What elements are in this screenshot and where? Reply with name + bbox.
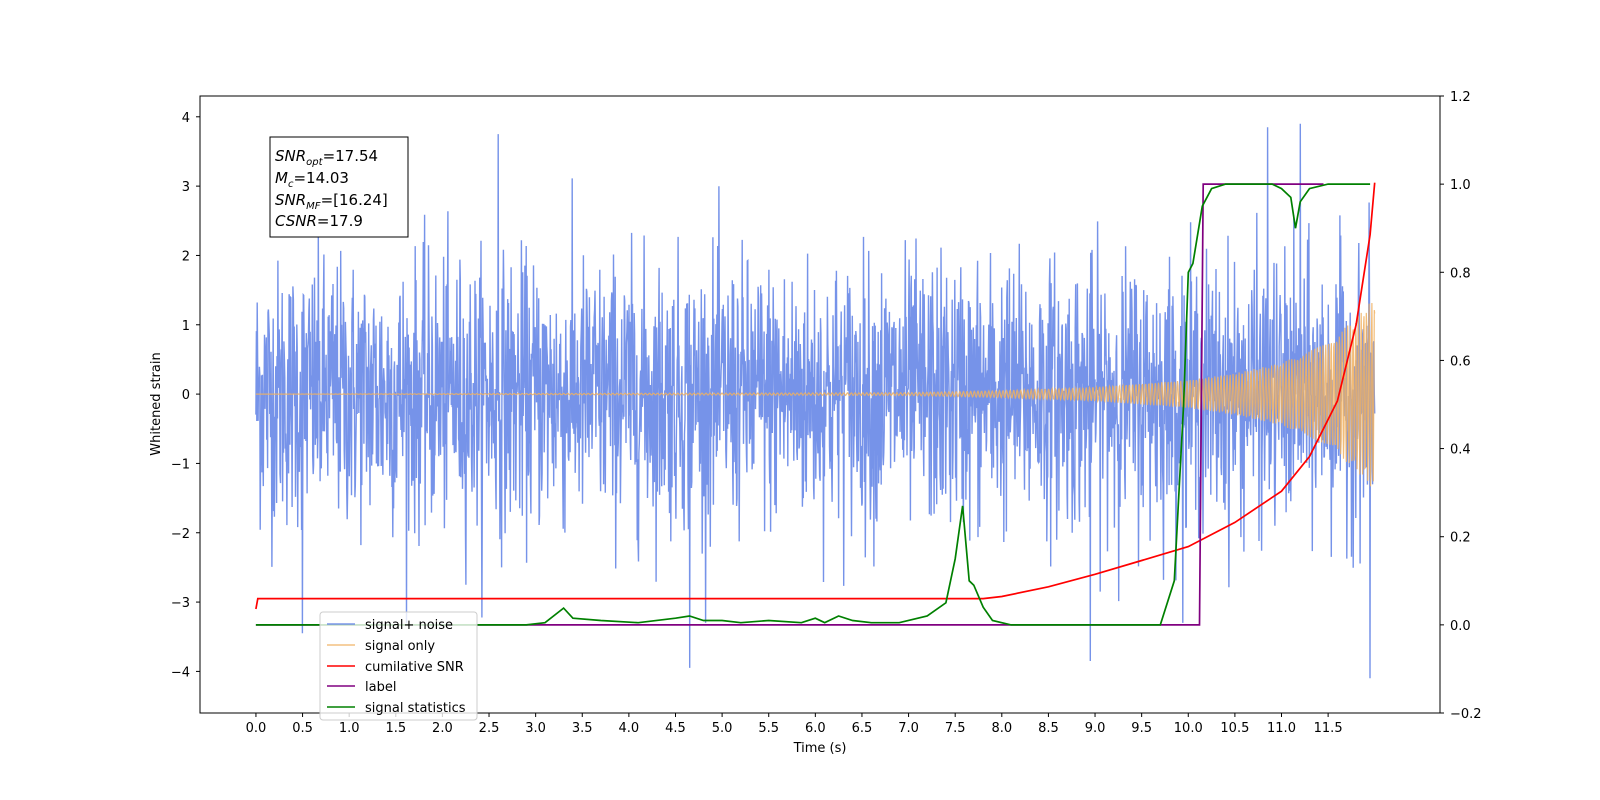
- x-tick-label: 11.5: [1314, 721, 1343, 736]
- y-tick-label: 0: [182, 388, 190, 403]
- y-tick-label: −3: [171, 596, 190, 611]
- x-axis-label: Time (s): [793, 741, 847, 756]
- x-tick-label: 4.0: [619, 721, 640, 736]
- x-tick-label: 0.5: [292, 721, 313, 736]
- series-signal-only: [255, 302, 1376, 487]
- x-tick-label: 5.5: [758, 721, 779, 736]
- x-tick-label: 9.0: [1085, 721, 1106, 736]
- legend-label-label: label: [365, 680, 396, 695]
- annotation-snr-mf: SNRMF=[16.24]: [275, 191, 388, 212]
- x-tick-label: 6.5: [852, 721, 873, 736]
- y2-tick-label: −0.2: [1450, 707, 1482, 722]
- annotation-box: SNRopt=17.54 Mc=14.03 SNRMF=[16.24] CSNR…: [269, 136, 409, 238]
- x-tick-label: 1.0: [339, 721, 360, 736]
- x-tick-label: 2.0: [432, 721, 453, 736]
- x-tick-label: 2.5: [479, 721, 500, 736]
- y-tick-label: −1: [171, 457, 190, 472]
- y2-tick-label: 0.2: [1450, 531, 1471, 546]
- series-signal-statistics: [255, 183, 1371, 626]
- series-cumulative-snr: [255, 182, 1376, 610]
- series-signal-noise: [255, 123, 1376, 679]
- legend-label-signal-only: signal only: [365, 639, 435, 654]
- plot-frame: [199, 95, 1441, 714]
- y2-tick-label: 1.0: [1450, 178, 1471, 193]
- x-tick-label: 9.5: [1131, 721, 1152, 736]
- x-tick-label: 10.5: [1220, 721, 1249, 736]
- y2-tick-label: 0.6: [1450, 354, 1471, 369]
- y2-tick-label: 0.4: [1450, 443, 1471, 458]
- legend: signal+ noise signal only cumilative SNR…: [319, 611, 478, 721]
- legend-label-signal-statistics: signal statistics: [365, 701, 466, 716]
- annotation-frame: [269, 136, 409, 238]
- legend-label-cumulative-snr: cumilative SNR: [365, 660, 464, 675]
- y2-tick-label: 0.0: [1450, 619, 1471, 634]
- x-tick-label: 8.0: [991, 721, 1012, 736]
- y-tick-label: 4: [182, 111, 190, 126]
- x-tick-label: 4.5: [665, 721, 686, 736]
- x-tick-label: 0.0: [246, 721, 267, 736]
- x-tick-label: 8.5: [1038, 721, 1059, 736]
- x-tick-label: 5.0: [712, 721, 733, 736]
- x-tick-label: 11.0: [1267, 721, 1296, 736]
- x-tick-label: 7.0: [898, 721, 919, 736]
- x-tick-label: 10.0: [1174, 721, 1203, 736]
- x-tick-label: 3.0: [525, 721, 546, 736]
- series-layer: [255, 123, 1376, 679]
- y-tick-label: 3: [182, 180, 190, 195]
- y2-tick-label: 0.8: [1450, 266, 1471, 281]
- x-tick-label: 1.5: [385, 721, 406, 736]
- y-tick-label: 2: [182, 249, 190, 264]
- x-tick-label: 3.5: [572, 721, 593, 736]
- y2-tick-label: 1.2: [1450, 90, 1471, 105]
- legend-frame: [319, 611, 478, 721]
- y-tick-label: 1: [182, 319, 190, 334]
- annotation-snr-opt: SNRopt=17.54: [275, 147, 378, 168]
- annotation-mc: Mc=14.03: [275, 169, 349, 190]
- x-tick-label: 7.5: [945, 721, 966, 736]
- y-tick-label: −2: [171, 527, 190, 542]
- y-axis-label: Whitened strain: [149, 352, 164, 455]
- legend-label-signal-noise: signal+ noise: [365, 618, 453, 633]
- ticks-layer: 0.0 0.5 1.0 1.5 2.0 2.5 3.0 3.5 4.0 4.5 5.0 5.5 6.0 6…: [171, 90, 1482, 736]
- y-tick-label: −4: [171, 665, 190, 680]
- x-tick-label: 6.0: [805, 721, 826, 736]
- annotation-csnr: CSNR=17.9: [275, 212, 363, 230]
